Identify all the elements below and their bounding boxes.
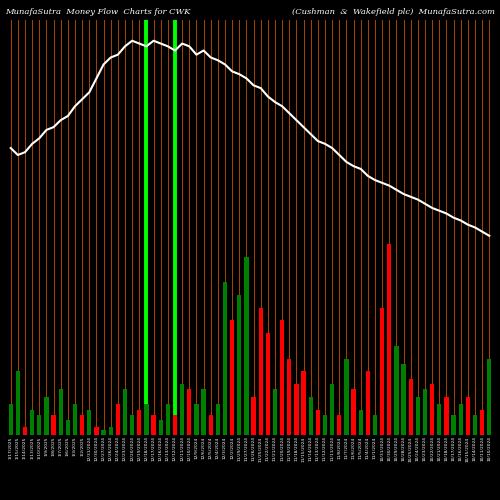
Bar	[116, 404, 120, 435]
Bar	[344, 358, 348, 435]
Bar	[273, 389, 277, 435]
Bar	[387, 244, 392, 435]
Bar	[152, 414, 156, 435]
Bar	[87, 410, 92, 435]
Bar	[444, 397, 448, 435]
Bar	[30, 410, 34, 435]
Bar	[402, 364, 406, 435]
Bar	[323, 414, 327, 435]
Bar	[173, 414, 177, 435]
Bar	[52, 414, 56, 435]
Bar	[123, 389, 127, 435]
Bar	[452, 414, 456, 435]
Bar	[230, 320, 234, 435]
Bar	[108, 428, 113, 435]
Bar	[473, 414, 477, 435]
Bar	[166, 404, 170, 435]
Bar	[480, 410, 484, 435]
Bar	[16, 372, 20, 435]
Bar	[37, 414, 42, 435]
Bar	[366, 372, 370, 435]
Bar	[416, 397, 420, 435]
Bar	[287, 358, 292, 435]
Bar	[216, 404, 220, 435]
Bar	[137, 410, 141, 435]
Bar	[130, 414, 134, 435]
Bar	[66, 420, 70, 435]
Bar	[423, 389, 427, 435]
Bar	[330, 384, 334, 435]
Bar	[194, 404, 198, 435]
Bar	[102, 430, 105, 435]
Bar	[266, 333, 270, 435]
Bar	[430, 384, 434, 435]
Bar	[80, 414, 84, 435]
Bar	[144, 404, 148, 435]
Bar	[252, 397, 256, 435]
Bar	[466, 397, 470, 435]
Bar	[302, 372, 306, 435]
Bar	[373, 414, 377, 435]
Bar	[408, 379, 413, 435]
Bar	[458, 404, 463, 435]
Bar	[237, 295, 242, 435]
Bar	[58, 389, 63, 435]
Bar	[244, 257, 248, 435]
Bar	[44, 397, 48, 435]
Bar	[487, 358, 492, 435]
Bar	[180, 384, 184, 435]
Bar	[394, 346, 398, 435]
Bar	[294, 384, 298, 435]
Bar	[316, 410, 320, 435]
Bar	[380, 308, 384, 435]
Text: (Cushman  &  Wakefield plc)  MunafaSutra.com: (Cushman & Wakefield plc) MunafaSutra.co…	[292, 8, 495, 16]
Bar	[94, 428, 98, 435]
Bar	[280, 320, 284, 435]
Bar	[258, 308, 263, 435]
Bar	[308, 397, 313, 435]
Bar	[437, 404, 442, 435]
Bar	[358, 410, 363, 435]
Bar	[208, 414, 213, 435]
Bar	[187, 389, 192, 435]
Bar	[158, 420, 163, 435]
Bar	[223, 282, 227, 435]
Bar	[202, 389, 205, 435]
Bar	[352, 389, 356, 435]
Bar	[8, 404, 13, 435]
Text: MunafaSutra  Money Flow  Charts for CWK: MunafaSutra Money Flow Charts for CWK	[5, 8, 190, 16]
Bar	[73, 404, 77, 435]
Bar	[23, 428, 27, 435]
Bar	[337, 414, 342, 435]
